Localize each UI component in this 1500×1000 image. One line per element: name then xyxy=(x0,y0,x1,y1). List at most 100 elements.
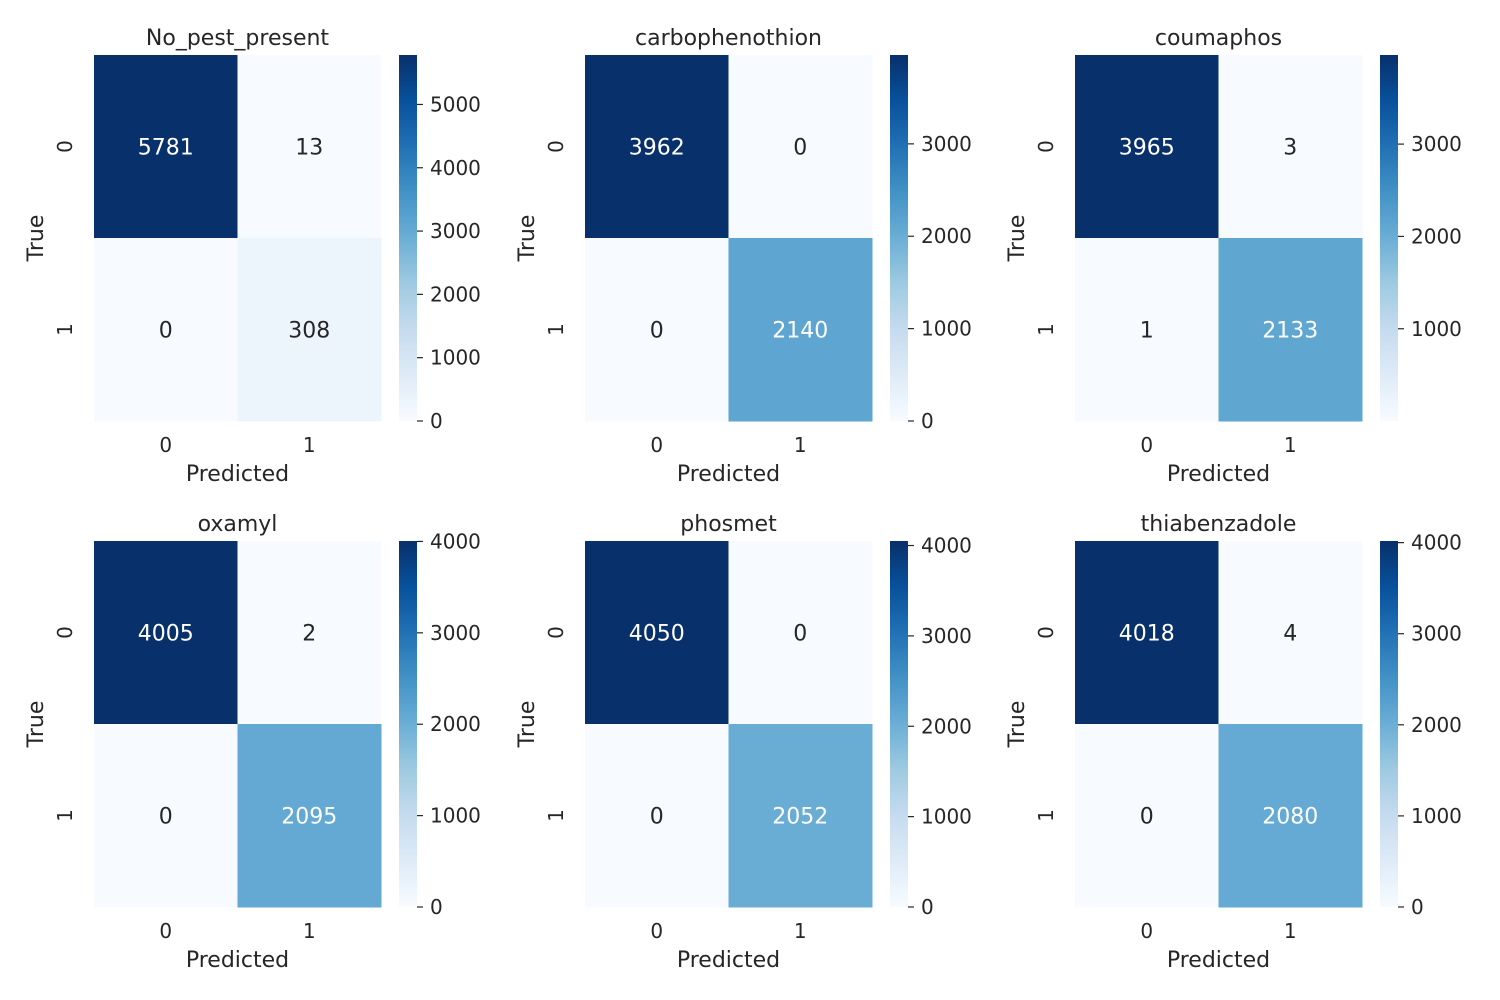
panel-title: oxamyl xyxy=(198,512,278,537)
x-tick-label: 1 xyxy=(1284,433,1297,457)
y-axis-label: True xyxy=(24,701,49,749)
x-tick-label: 1 xyxy=(794,919,807,943)
cell-value-label: 0 xyxy=(159,805,173,830)
heatmap-panel: carbophenothion 3962 0 0 2140 0 1 0 1 Predicted Tr… xyxy=(515,26,972,487)
cell-value-label: 2080 xyxy=(1262,805,1318,830)
heatmap-cell xyxy=(237,541,382,725)
cell-value-label: 0 xyxy=(650,805,664,830)
cell-value-label: 2140 xyxy=(772,319,828,344)
y-tick-label: 0 xyxy=(544,140,568,153)
x-tick-label: 1 xyxy=(303,919,316,943)
cell-value-label: 2052 xyxy=(772,805,828,830)
cell-value-label: 0 xyxy=(159,319,173,344)
cell-value-label: 0 xyxy=(793,136,807,161)
y-axis-label: True xyxy=(1005,701,1030,749)
colorbar-tick-label: 3000 xyxy=(1411,132,1462,156)
colorbar-tick-label: 1000 xyxy=(1411,804,1462,828)
colorbar-tick-label: 3000 xyxy=(921,132,972,156)
heatmap-panel: thiabenzadole 4018 4 0 2080 0 1 0 1 Predicted True… xyxy=(1005,512,1462,973)
y-axis-label: True xyxy=(24,215,49,263)
colorbar-tick-label: 4000 xyxy=(430,529,481,553)
y-tick-label: 1 xyxy=(1034,809,1058,822)
colorbar-tick-label: 2000 xyxy=(1411,713,1462,737)
x-tick-label: 1 xyxy=(303,433,316,457)
cell-value-label: 13 xyxy=(295,136,323,161)
heatmap-cell xyxy=(1218,541,1363,725)
heatmap-cell xyxy=(1218,55,1363,239)
colorbar xyxy=(1380,541,1398,907)
cell-value-label: 4050 xyxy=(629,622,685,647)
x-axis-label: Predicted xyxy=(1167,462,1270,487)
x-tick-label: 0 xyxy=(650,433,663,457)
panel-title: No_pest_present xyxy=(146,26,330,51)
heatmap-cell xyxy=(728,238,873,422)
heatmap-cell xyxy=(585,724,729,908)
colorbar-tick-label: 2000 xyxy=(430,282,481,306)
panel-title: coumaphos xyxy=(1155,26,1282,51)
heatmap-cell xyxy=(1075,541,1219,725)
colorbar-tick-label: 1000 xyxy=(921,805,972,829)
heatmap-cell xyxy=(585,55,729,239)
heatmap-cell xyxy=(585,238,729,422)
y-tick-label: 1 xyxy=(544,809,568,822)
heatmap-cell xyxy=(1218,238,1363,422)
x-tick-label: 0 xyxy=(159,433,172,457)
heatmap-cell xyxy=(585,541,729,725)
y-tick-label: 0 xyxy=(1034,140,1058,153)
x-axis-label: Predicted xyxy=(677,948,780,973)
colorbar-tick-label: 3000 xyxy=(921,624,972,648)
colorbar-tick-label: 5000 xyxy=(430,92,481,116)
colorbar-tick-label: 0 xyxy=(1411,895,1424,919)
cell-value-label: 4 xyxy=(1283,622,1297,647)
x-tick-label: 1 xyxy=(794,433,807,457)
x-tick-label: 0 xyxy=(159,919,172,943)
cell-value-label: 2133 xyxy=(1262,319,1318,344)
heatmap-cell xyxy=(1075,724,1219,908)
cell-value-label: 4018 xyxy=(1119,622,1175,647)
heatmap-cell xyxy=(1075,238,1219,422)
cell-value-label: 0 xyxy=(1140,805,1154,830)
x-axis-label: Predicted xyxy=(186,948,289,973)
colorbar xyxy=(1380,55,1398,421)
colorbar-tick-label: 3000 xyxy=(1411,622,1462,646)
cell-value-label: 2095 xyxy=(281,805,337,830)
colorbar-tick-label: 3000 xyxy=(430,621,481,645)
y-tick-label: 0 xyxy=(1034,626,1058,639)
y-tick-label: 0 xyxy=(53,140,77,153)
cell-value-label: 4005 xyxy=(138,622,194,647)
colorbar-tick-label: 0 xyxy=(921,895,934,919)
colorbar-tick-label: 0 xyxy=(430,895,443,919)
heatmap-cell xyxy=(94,55,238,239)
x-tick-label: 0 xyxy=(650,919,663,943)
heatmap-cell xyxy=(94,238,238,422)
colorbar xyxy=(399,55,417,421)
panel-title: carbophenothion xyxy=(635,26,822,51)
x-tick-label: 1 xyxy=(1284,919,1297,943)
colorbar-tick-label: 1000 xyxy=(430,804,481,828)
x-axis-label: Predicted xyxy=(186,462,289,487)
y-tick-label: 1 xyxy=(1034,323,1058,336)
colorbar-tick-label: 0 xyxy=(430,409,443,433)
cell-value-label: 3965 xyxy=(1119,136,1175,161)
heatmap-cell xyxy=(237,238,382,422)
panel-title: thiabenzadole xyxy=(1141,512,1297,537)
cell-value-label: 5781 xyxy=(138,136,194,161)
y-axis-label: True xyxy=(515,215,540,263)
colorbar-tick-label: 4000 xyxy=(430,156,481,180)
cell-value-label: 3 xyxy=(1283,136,1297,161)
heatmap-cell xyxy=(94,541,238,725)
colorbar-tick-label: 3000 xyxy=(430,219,481,243)
colorbar-tick-label: 2000 xyxy=(430,712,481,736)
cell-value-label: 0 xyxy=(793,622,807,647)
colorbar-tick-label: 1000 xyxy=(430,346,481,370)
cell-value-label: 0 xyxy=(650,319,664,344)
colorbar-tick-label: 4000 xyxy=(1411,531,1462,555)
y-axis-label: True xyxy=(1005,215,1030,263)
heatmap-cell xyxy=(237,724,382,908)
heatmap-cell xyxy=(728,55,873,239)
panel-title: phosmet xyxy=(680,512,777,537)
y-tick-label: 1 xyxy=(544,323,568,336)
y-tick-label: 1 xyxy=(53,323,77,336)
colorbar-tick-label: 1000 xyxy=(921,317,972,341)
colorbar-tick-label: 2000 xyxy=(921,224,972,248)
